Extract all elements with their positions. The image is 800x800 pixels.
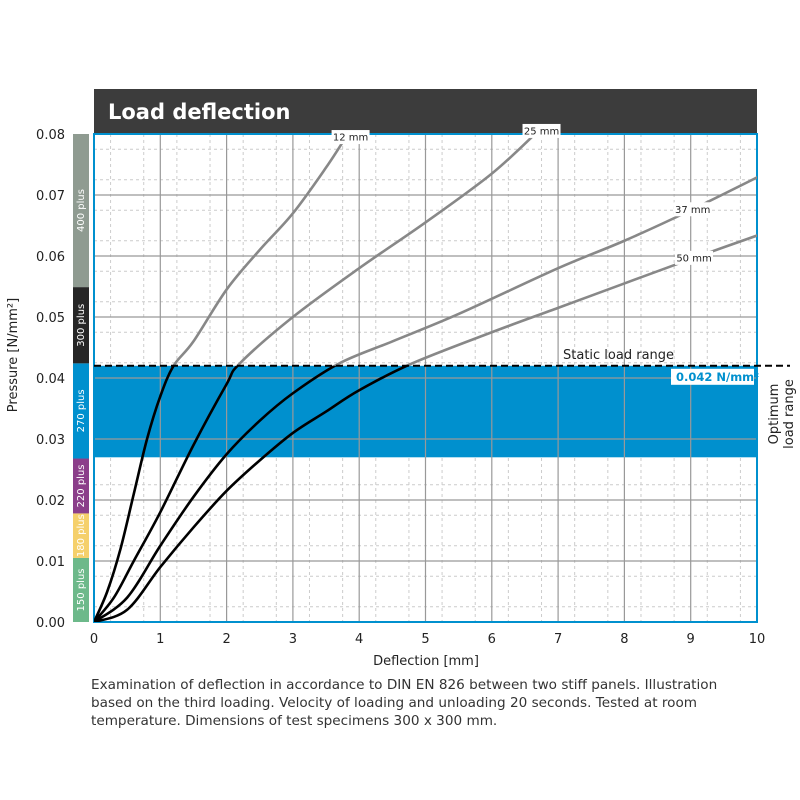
chart-title: Load deflection <box>108 100 290 124</box>
static-load-value-label: 0.042 N/mm² <box>676 370 759 384</box>
x-tick-label: 10 <box>749 632 766 647</box>
curve-lower-segment <box>94 365 410 622</box>
class-bar <box>73 363 89 459</box>
y-axis-title: Pressure [N/mm²] <box>6 298 21 412</box>
y-tick-label: 0.03 <box>36 433 65 448</box>
title-bar <box>94 89 757 135</box>
x-axis-title: Deflection [mm] <box>373 654 479 669</box>
curve-lower-segment <box>94 365 240 622</box>
x-tick-label: 2 <box>222 632 230 647</box>
y-tick-labels: 0.00 0.01 0.02 0.03 0.04 0.05 0.06 0.07 0.08 <box>36 128 65 631</box>
curve-labels: 12 mm 25 mm 37 mm 50 mm <box>331 123 714 265</box>
x-tick-label: 0 <box>90 632 98 647</box>
x-tick-label: 6 <box>488 632 496 647</box>
static-load-value-box <box>671 368 754 385</box>
curve-label-bg <box>331 130 370 145</box>
class-bar <box>73 287 89 364</box>
curve-upper-segment <box>332 176 757 366</box>
curve-label: 25 mm <box>524 126 559 137</box>
y-tick-label: 0.06 <box>36 250 65 265</box>
y-tick-label: 0.00 <box>36 616 65 631</box>
class-bar-label: 300 plus <box>76 304 87 347</box>
curve-label: 50 mm <box>676 253 711 264</box>
y-tick-label: 0.05 <box>36 311 65 326</box>
x-tick-label: 7 <box>554 632 562 647</box>
class-bar-label: 150 plus <box>76 568 87 611</box>
optimum-label-line-1: Optimum <box>767 384 782 445</box>
x-tick-label: 5 <box>421 632 429 647</box>
class-bar-label: 220 plus <box>76 464 87 507</box>
y-tick-label: 0.02 <box>36 494 65 509</box>
class-bar-label: 180 plus <box>76 514 87 557</box>
x-tick-label: 3 <box>289 632 297 647</box>
curve-upper-segment <box>235 134 537 366</box>
static-load-label: Static load range <box>563 348 674 363</box>
y-tick-label: 0.07 <box>36 189 65 204</box>
class-bar-label: 270 plus <box>76 389 87 432</box>
class-bar <box>73 513 89 558</box>
optimum-label: Optimum load range <box>767 379 797 449</box>
x-tick-labels: 0 1 2 3 4 5 6 7 8 9 10 <box>90 632 765 647</box>
x-tick-label: 1 <box>156 632 164 647</box>
class-bar-label: 400 plus <box>76 189 87 232</box>
y-tick-label: 0.04 <box>36 372 65 387</box>
class-bar <box>73 458 89 514</box>
x-tick-label: 4 <box>355 632 363 647</box>
curve-label-bg <box>675 250 714 265</box>
x-tick-label: 9 <box>687 632 695 647</box>
caption: Examination of deflection in accordance … <box>91 677 718 729</box>
class-bar <box>73 557 89 622</box>
curve-label-bg <box>522 123 561 138</box>
class-bars: 150 plus 180 plus 220 plus 270 plus 300 plus… <box>73 134 89 622</box>
curve-upper-segment <box>403 234 757 366</box>
class-bar <box>73 134 89 288</box>
x-tick-label: 8 <box>620 632 628 647</box>
plot-frame <box>93 133 758 623</box>
major-grid <box>93 133 758 623</box>
y-tick-label: 0.01 <box>36 555 65 570</box>
y-tick-label: 0.08 <box>36 128 65 143</box>
curve-label: 12 mm <box>333 133 368 144</box>
curve-lower-segment <box>94 365 338 622</box>
optimum-label-line-2: load range <box>782 379 797 449</box>
curve-label: 37 mm <box>675 205 710 216</box>
curve-label-bg <box>673 202 712 217</box>
